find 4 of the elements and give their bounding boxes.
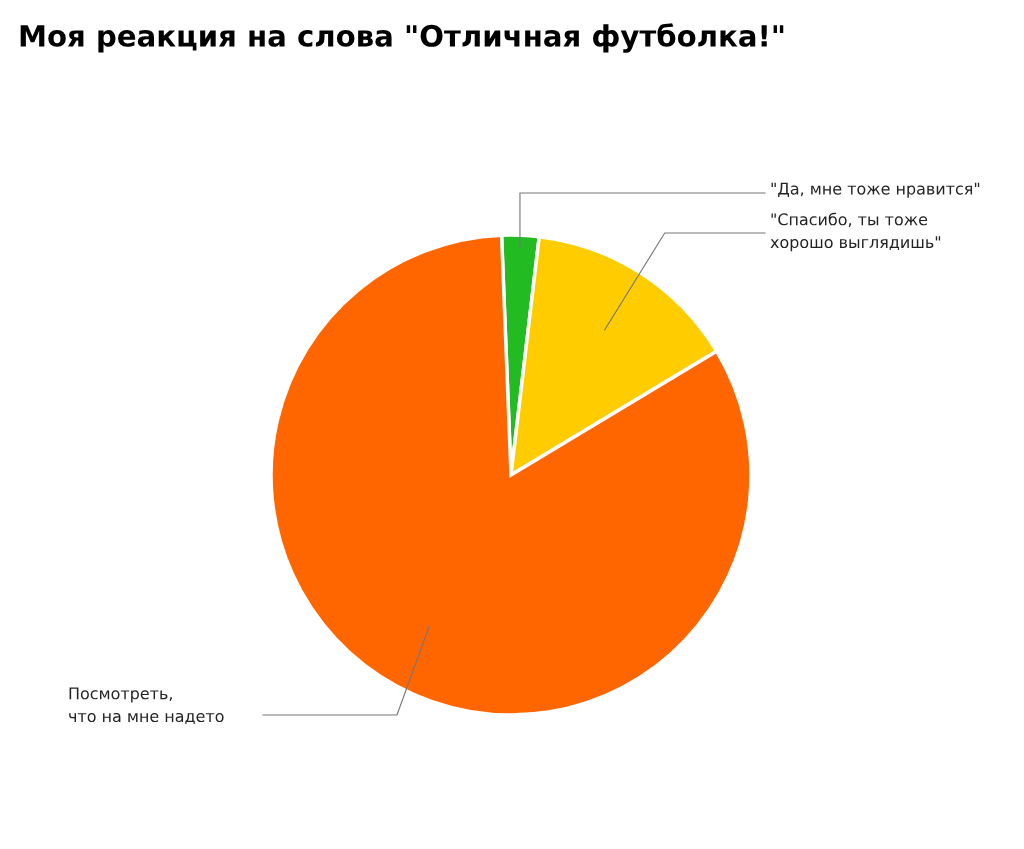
chart-title: Моя реакция на слова "Отличная футболка!"	[20, 23, 784, 53]
slice-label: "Спасибо, ты тоже хорошо выглядишь"	[770, 212, 941, 252]
slice-label: Посмотреть, что на мне надето	[69, 687, 224, 725]
slice-label: "Да, мне тоже нравится"	[771, 182, 980, 198]
